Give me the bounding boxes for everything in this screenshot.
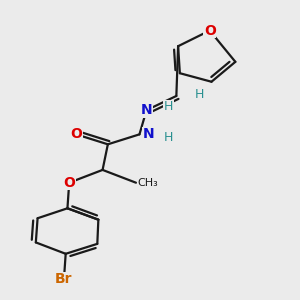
Text: Br: Br (55, 272, 73, 286)
Text: CH₃: CH₃ (138, 178, 158, 188)
Text: O: O (204, 24, 216, 38)
Text: N: N (142, 128, 154, 141)
Text: H: H (194, 88, 204, 101)
Text: N: N (141, 103, 152, 117)
Text: O: O (63, 176, 75, 190)
Text: O: O (70, 128, 82, 141)
Text: H: H (164, 131, 173, 144)
Text: H: H (164, 100, 173, 113)
